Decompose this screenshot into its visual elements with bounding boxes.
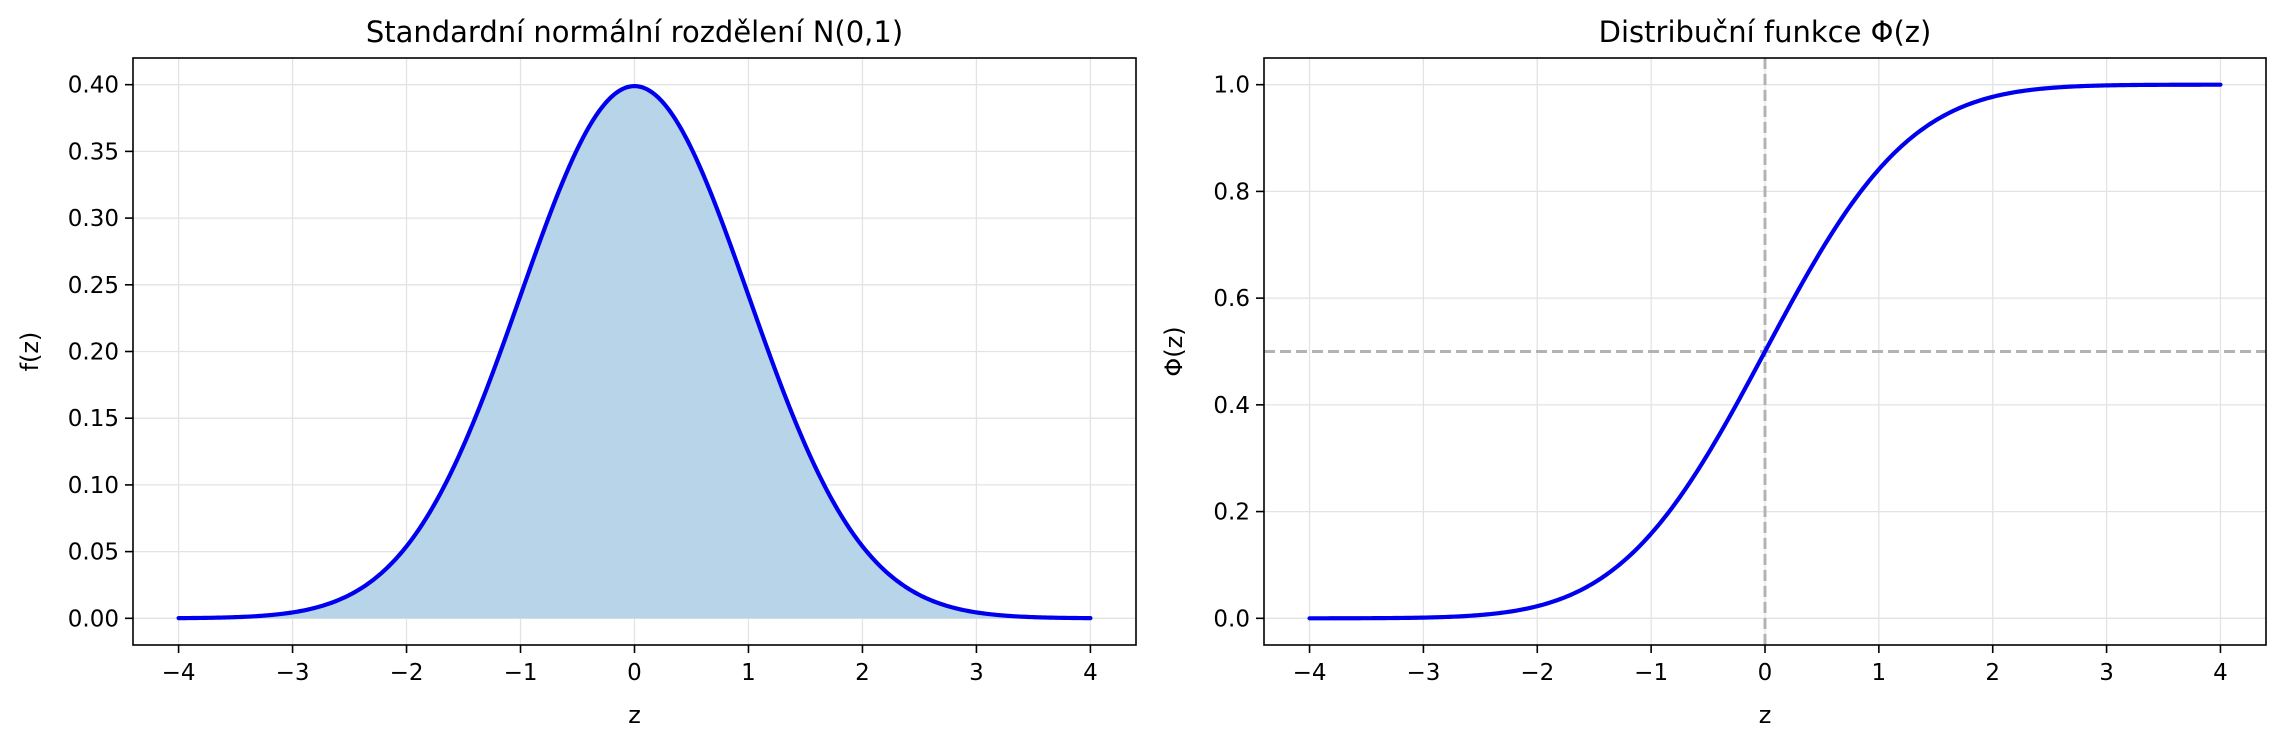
y-tick-label: 0.4	[1213, 393, 1250, 419]
y-axis-label: Φ(z)	[1160, 326, 1188, 376]
x-tick-label: 4	[2213, 660, 2228, 686]
cdf-chart: −4 −3 −2 −1 0 1 2 3 4 0.0 0.2 0.4 0.6 0.8 1.0 Distribuč…	[1160, 15, 2267, 729]
y-tick-label: 0.35	[68, 139, 119, 165]
chart-title: Standardní normální rozdělení N(0,1)	[366, 15, 903, 49]
x-tick-label: 1	[741, 660, 756, 686]
x-tick-label: 2	[855, 660, 870, 686]
y-tick-label: 0.25	[68, 273, 119, 299]
x-tick-label: 3	[2099, 660, 2114, 686]
series-line	[176, 83, 1093, 621]
y-tick-label: 0.2	[1213, 500, 1250, 526]
x-tick-label: 2	[1985, 660, 2000, 686]
x-tick-label: −2	[1520, 660, 1554, 686]
y-tick-label: 0.0	[1213, 606, 1250, 632]
y-axis-label: f(z)	[16, 332, 44, 372]
x-tick-label: −1	[504, 660, 538, 686]
y-tick-label: 0.30	[68, 206, 119, 232]
y-tick-label: 1.0	[1213, 73, 1250, 99]
y-tick-label: 0.8	[1213, 179, 1250, 205]
series-line	[1307, 82, 2223, 621]
y-tick-label: 0.6	[1213, 286, 1250, 312]
y-tick-label: 0.05	[68, 540, 119, 566]
x-axis-label: z	[628, 701, 641, 729]
y-tick-label: 0.40	[68, 73, 119, 99]
x-tick-label: 3	[969, 660, 984, 686]
x-tick-label: 4	[1083, 660, 1098, 686]
y-tick-label: 0.20	[68, 340, 119, 366]
x-tick-label: 1	[1872, 660, 1887, 686]
chart-title: Distribuční funkce Φ(z)	[1599, 15, 1932, 49]
x-tick-label: −3	[276, 660, 310, 686]
area-fill	[178, 86, 1091, 619]
x-tick-label: −4	[162, 660, 196, 686]
y-tick-label: 0.15	[68, 406, 119, 432]
y-tick-label: 0.00	[68, 606, 119, 632]
x-axis-label: z	[1759, 701, 1772, 729]
x-tick-label: −1	[1634, 660, 1668, 686]
x-tick-label: −4	[1293, 660, 1327, 686]
x-tick-label: 0	[627, 660, 642, 686]
x-tick-label: −2	[390, 660, 424, 686]
y-tick-label: 0.10	[68, 473, 119, 499]
x-tick-label: 0	[1758, 660, 1773, 686]
pdf-chart: −4 −3 −2 −1 0 1 2 3 4 0.00 0.05 0.10 0.15 0.20 0.25 0.3…	[16, 15, 1137, 729]
x-tick-label: −3	[1406, 660, 1440, 686]
